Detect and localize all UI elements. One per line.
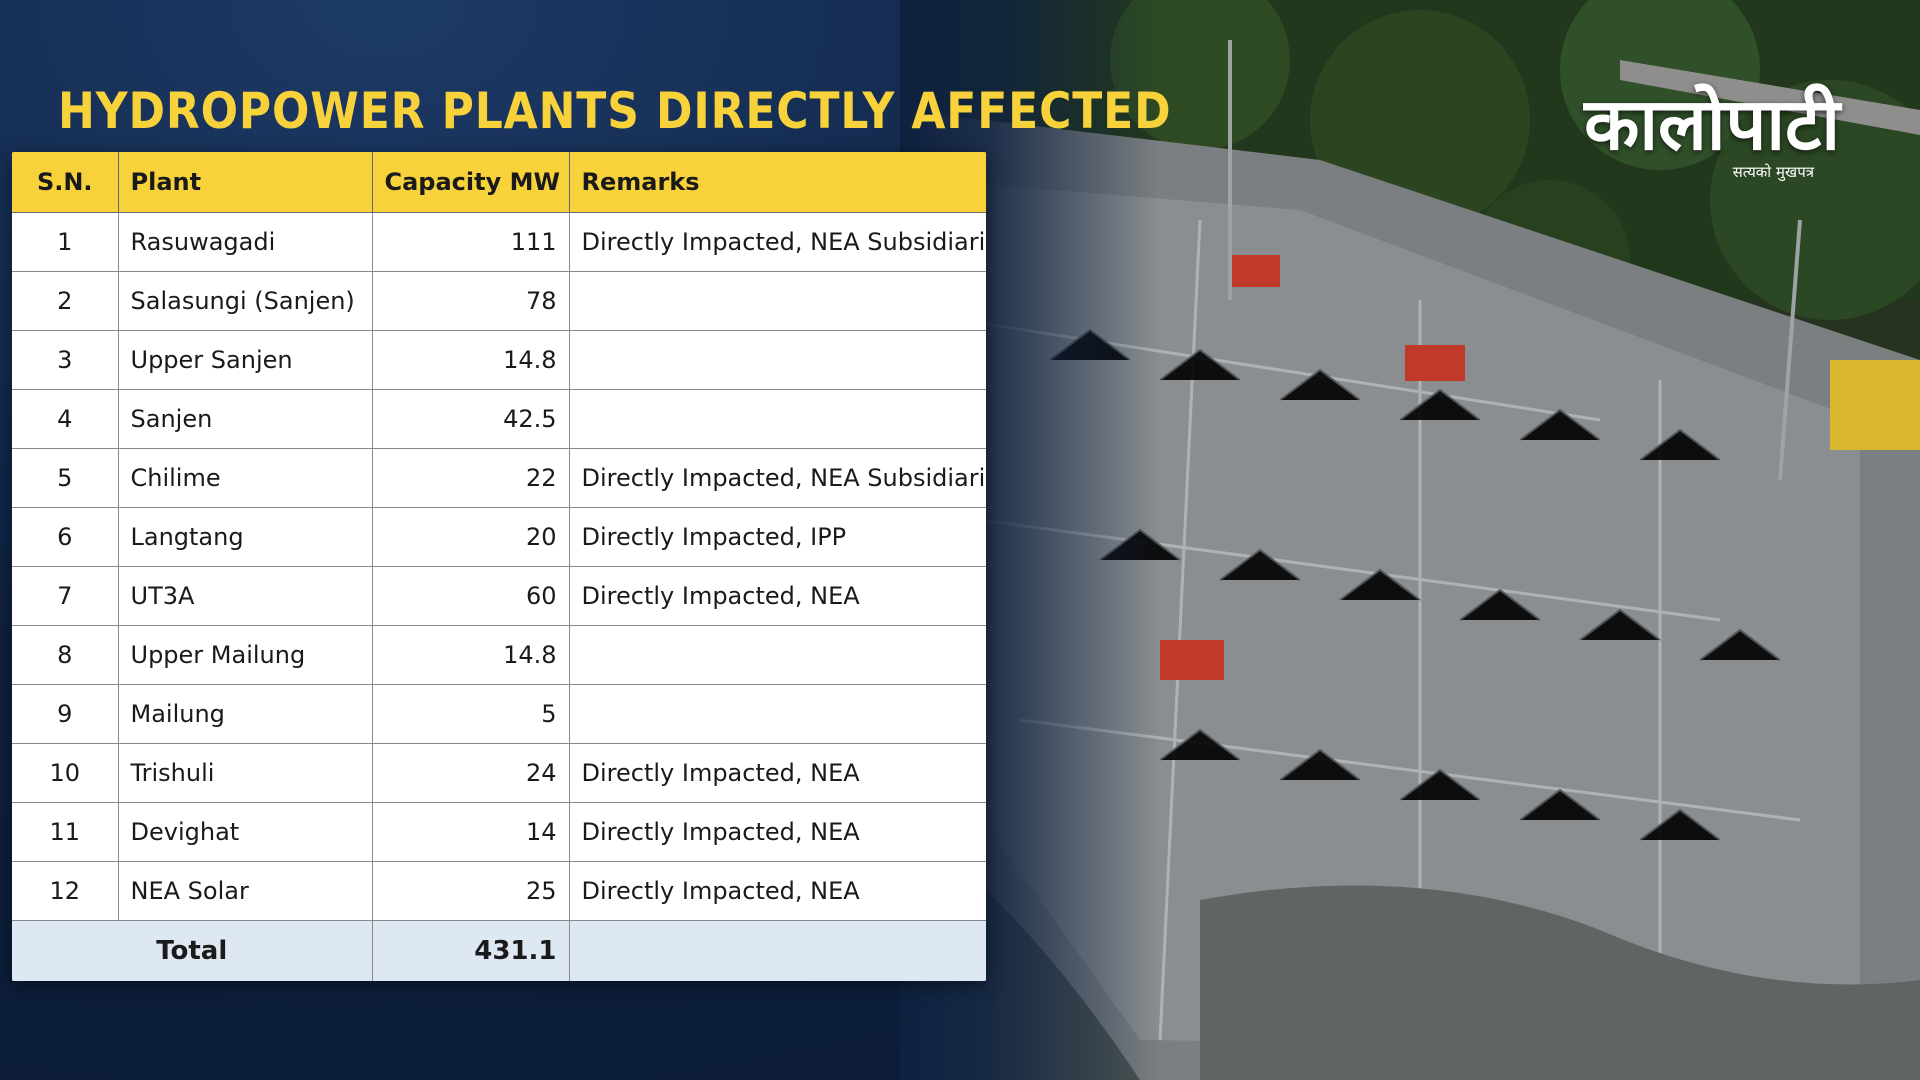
cell-remarks [569,330,986,390]
cell-plant: Devighat [118,802,373,862]
column-header-sn: S.N. [12,152,119,213]
table-row: 3 Upper Sanjen 14.8 [12,330,986,390]
total-label: Total [12,920,373,981]
cell-capacity: 22 [372,448,570,508]
table-row: 8 Upper Mailung 14.8 [12,625,986,685]
cell-remarks: Directly Impacted, IPP [569,507,986,567]
column-header-capacity: Capacity MW [372,152,570,213]
table-header-row: S.N. Plant Capacity MW Remarks [12,152,986,213]
column-header-remarks: Remarks [569,152,986,213]
cell-remarks [569,271,986,331]
cell-capacity: 24 [372,743,570,803]
cell-plant: Upper Mailung [118,625,373,685]
page-title: HYDROPOWER PLANTS DIRECTLY AFFECTED [58,82,1172,140]
table-row: 7 UT3A 60 Directly Impacted, NEA [12,566,986,626]
table-row: 9 Mailung 5 [12,684,986,744]
cell-remarks: Directly Impacted, NEA [569,802,986,862]
table-row: 12 NEA Solar 25 Directly Impacted, NEA [12,861,986,921]
cell-sn: 10 [12,743,119,803]
cell-sn: 1 [12,212,119,272]
cell-sn: 11 [12,802,119,862]
cell-capacity: 14.8 [372,625,570,685]
cell-remarks: Directly Impacted, NEA [569,743,986,803]
cell-remarks: Directly Impacted, NEA Subsidiaries [569,212,986,272]
cell-sn: 2 [12,271,119,331]
cell-plant: Sanjen [118,389,373,449]
cell-sn: 8 [12,625,119,685]
cell-remarks [569,684,986,744]
brand-logo: कालोपाटी सत्यको मुखपत्र [1520,78,1840,188]
total-remarks-empty [569,920,986,981]
cell-plant: Langtang [118,507,373,567]
cell-plant: Trishuli [118,743,373,803]
table-row: 1 Rasuwagadi 111 Directly Impacted, NEA … [12,212,986,272]
cell-remarks [569,389,986,449]
cell-plant: Mailung [118,684,373,744]
cell-plant: Rasuwagadi [118,212,373,272]
table-total-row: Total 431.1 [12,920,986,981]
cell-sn: 3 [12,330,119,390]
table-row: 5 Chilime 22 Directly Impacted, NEA Subs… [12,448,986,508]
cell-capacity: 14 [372,802,570,862]
cell-sn: 6 [12,507,119,567]
cell-capacity: 42.5 [372,389,570,449]
cell-capacity: 5 [372,684,570,744]
plants-table-container: S.N. Plant Capacity MW Remarks 1 Rasuwag… [12,152,986,981]
cell-remarks: Directly Impacted, NEA Subsidiaries [569,448,986,508]
cell-capacity: 20 [372,507,570,567]
cell-remarks: Directly Impacted, NEA [569,566,986,626]
table-row: 4 Sanjen 42.5 [12,389,986,449]
cell-plant: Upper Sanjen [118,330,373,390]
cell-sn: 7 [12,566,119,626]
cell-capacity: 111 [372,212,570,272]
cell-plant: UT3A [118,566,373,626]
column-header-plant: Plant [118,152,373,213]
cell-sn: 9 [12,684,119,744]
cell-sn: 12 [12,861,119,921]
cell-capacity: 60 [372,566,570,626]
cell-remarks [569,625,986,685]
cell-plant: Chilime [118,448,373,508]
cell-capacity: 25 [372,861,570,921]
cell-capacity: 14.8 [372,330,570,390]
cell-plant: Salasungi (Sanjen) [118,271,373,331]
cell-capacity: 78 [372,271,570,331]
cell-sn: 5 [12,448,119,508]
logo-wordmark: कालोपाटी [1584,82,1840,166]
cell-sn: 4 [12,389,119,449]
table-row: 2 Salasungi (Sanjen) 78 [12,271,986,331]
total-capacity: 431.1 [372,920,570,981]
table-row: 10 Trishuli 24 Directly Impacted, NEA [12,743,986,803]
cell-remarks: Directly Impacted, NEA [569,861,986,921]
table-row: 11 Devighat 14 Directly Impacted, NEA [12,802,986,862]
cell-plant: NEA Solar [118,861,373,921]
logo-tagline: सत्यको मुखपत्र [1732,163,1814,181]
table-row: 6 Langtang 20 Directly Impacted, IPP [12,507,986,567]
plants-table: S.N. Plant Capacity MW Remarks 1 Rasuwag… [12,152,986,981]
